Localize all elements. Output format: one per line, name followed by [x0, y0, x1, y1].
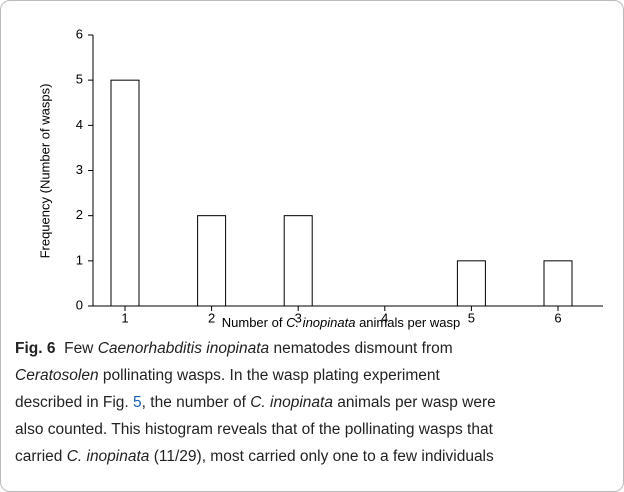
x-axis-label: Number of C. inopinata animals per wasp	[222, 315, 460, 330]
caption-text: carried	[15, 448, 67, 465]
caption-text: , the number of	[141, 394, 251, 411]
y-tick-label: 5	[76, 72, 83, 87]
caption-text: pollinating wasps. In the wasp plating e…	[98, 367, 440, 384]
caption-text: Few	[55, 340, 98, 357]
figure-link[interactable]: 5	[133, 394, 142, 411]
chart: Frequency (Number of wasps) Number of C.…	[37, 26, 603, 330]
caption: Fig. 6 Few Caenorhabditis inopinata nema…	[15, 335, 615, 470]
caption-text: nematodes dismount from	[269, 340, 453, 357]
bar	[543, 260, 573, 307]
y-axis-label: Frequency (Number of wasps)	[37, 84, 52, 259]
caption-text: Caenorhabditis inopinata	[97, 340, 270, 357]
caption-line: Ceratosolen pollinating wasps. In the wa…	[15, 362, 615, 389]
y-tick-label: 4	[76, 117, 83, 132]
caption-line: carried C. inopinata (11/29), most carri…	[15, 443, 615, 470]
y-tick-label: 2	[76, 207, 83, 222]
caption-line: Fig. 6 Few Caenorhabditis inopinata nema…	[15, 335, 615, 362]
y-tick-label: 1	[76, 252, 83, 267]
bar	[456, 260, 486, 307]
y-tick-label: 3	[76, 162, 83, 177]
x-tick-label: 3	[295, 310, 302, 325]
caption-line: described in Fig. 5, the number of C. in…	[15, 389, 615, 416]
bar	[110, 79, 140, 307]
x-label-part: animals per wasp	[355, 315, 460, 330]
caption-text: C. inopinata	[250, 394, 333, 411]
bar	[197, 215, 227, 307]
caption-text: (11/29), most carried only one to a few …	[149, 448, 494, 465]
caption-line: also counted. This histogram reveals tha…	[15, 416, 615, 443]
x-label-part: C. inopinata	[286, 315, 355, 330]
x-tick-label: 5	[468, 310, 475, 325]
bar	[283, 215, 313, 307]
caption-text: described in Fig.	[15, 394, 134, 411]
x-tick-label: 6	[554, 310, 561, 325]
caption-text: C. inopinata	[66, 448, 150, 465]
caption-text: animals per wasp were	[332, 394, 496, 411]
caption-text: Fig. 6	[15, 340, 56, 357]
x-tick-label: 2	[208, 310, 215, 325]
y-tick-label: 6	[76, 26, 83, 41]
x-tick-label: 4	[381, 310, 388, 325]
x-label-part: Number of	[222, 315, 286, 330]
caption-text: Ceratosolen	[15, 367, 99, 384]
caption-text: also counted. This histogram reveals tha…	[15, 421, 493, 438]
x-tick-label: 1	[121, 310, 128, 325]
y-tick-label: 0	[76, 297, 83, 312]
